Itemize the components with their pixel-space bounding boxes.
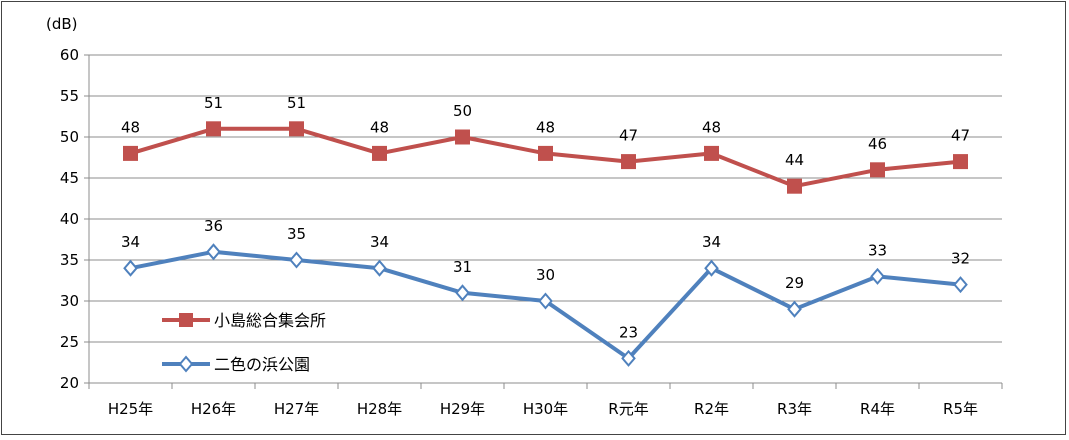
series-group: 48 51 51 48 50 48 47 48 44 46 47 34 36 35 34 31 30 23 34 29… (121, 94, 970, 367)
data-label: 44 (785, 151, 804, 169)
data-point (455, 129, 470, 145)
data-point (372, 259, 387, 277)
x-tick-label: H25年 (108, 400, 153, 418)
x-tick-labels: H25年 H26年 H27年 H28年 H29年 H30年 R元年 R2年 R3年 R4年 R5年 (108, 400, 978, 418)
data-point (538, 292, 553, 310)
data-label: 48 (121, 118, 140, 136)
data-point (455, 284, 470, 302)
data-point (704, 145, 719, 161)
data-label: 47 (619, 127, 638, 145)
data-label: 47 (951, 127, 970, 145)
y-tick-labels: 20 25 30 35 40 45 50 55 60 (60, 46, 79, 392)
y-tick-label: 25 (60, 333, 79, 351)
x-tick-label: R2年 (694, 400, 729, 418)
x-tick-label: R3年 (777, 400, 812, 418)
y-tick-label: 55 (60, 87, 79, 105)
data-label: 48 (370, 118, 389, 136)
y-tick-label: 50 (60, 128, 79, 146)
x-tick-label: H30年 (523, 400, 568, 418)
x-tick-label: R5年 (943, 400, 978, 418)
data-label: 51 (204, 94, 223, 112)
data-label: 48 (536, 118, 555, 136)
y-tick-label: 35 (60, 251, 79, 269)
data-point (289, 121, 304, 137)
y-tick-label: 20 (60, 374, 79, 392)
legend-label: 小島総合集会所 (214, 311, 326, 330)
data-label: 23 (619, 323, 638, 341)
data-label: 36 (204, 217, 223, 235)
data-point (289, 251, 304, 269)
data-point (870, 267, 885, 285)
data-label: 35 (287, 225, 306, 243)
data-point (206, 121, 221, 137)
legend-label: 二色の浜公園 (214, 355, 310, 374)
axes (84, 54, 1003, 389)
data-point (538, 145, 553, 161)
data-point (372, 145, 387, 161)
x-tick-label: R4年 (860, 400, 895, 418)
data-label: 32 (951, 250, 970, 268)
data-point (953, 154, 968, 170)
data-label: 34 (702, 233, 721, 251)
data-point (953, 276, 968, 294)
data-label: 48 (702, 118, 721, 136)
data-label: 33 (868, 241, 887, 259)
data-point (621, 154, 636, 170)
x-tick-label: H28年 (357, 400, 402, 418)
data-point (704, 259, 719, 277)
x-tick-label: H29年 (440, 400, 485, 418)
y-tick-label: 45 (60, 169, 79, 187)
data-label: 30 (536, 266, 555, 284)
x-tick-label: H27年 (274, 400, 319, 418)
x-tick-label: H26年 (191, 400, 236, 418)
data-label: 34 (121, 233, 140, 251)
y-tick-label: 40 (60, 210, 79, 228)
data-label: 51 (287, 94, 306, 112)
data-point (206, 243, 221, 261)
data-point (123, 259, 138, 277)
data-point (870, 162, 885, 178)
gridlines (89, 54, 1002, 343)
data-point (787, 300, 802, 318)
y-tick-label: 30 (60, 292, 79, 310)
legend-marker (178, 355, 194, 373)
x-tick-label: R元年 (608, 400, 648, 418)
data-label: 29 (785, 274, 804, 292)
data-label: 34 (370, 233, 389, 251)
y-tick-label: 60 (60, 46, 79, 64)
data-point (787, 178, 802, 194)
y-axis-unit-label: (dB) (46, 15, 78, 33)
data-label: 46 (868, 135, 887, 153)
legend-marker (179, 313, 193, 327)
data-point (621, 349, 636, 367)
data-label: 31 (453, 258, 472, 276)
data-label: 50 (453, 102, 472, 120)
data-point (123, 145, 138, 161)
